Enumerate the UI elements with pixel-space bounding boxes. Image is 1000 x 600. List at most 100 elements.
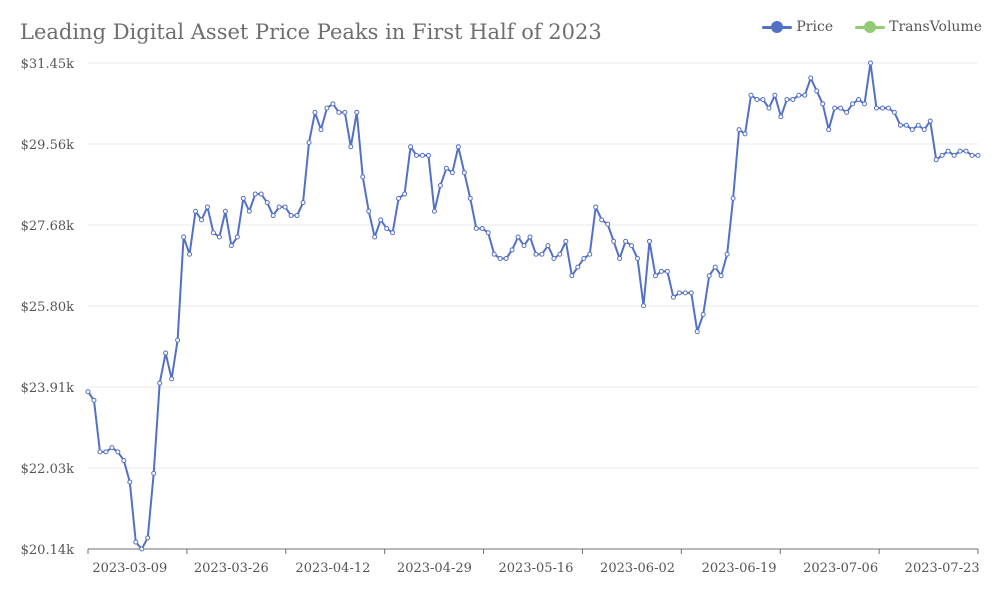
- data-point[interactable]: [897, 122, 903, 128]
- data-point[interactable]: [856, 97, 862, 103]
- data-point[interactable]: [139, 546, 145, 552]
- data-point[interactable]: [408, 144, 414, 150]
- data-point[interactable]: [276, 204, 282, 210]
- data-point[interactable]: [181, 234, 187, 240]
- data-point[interactable]: [396, 195, 402, 201]
- data-point[interactable]: [509, 247, 515, 253]
- data-point[interactable]: [204, 204, 210, 210]
- data-point[interactable]: [742, 131, 748, 137]
- data-point[interactable]: [461, 170, 467, 176]
- data-point[interactable]: [778, 114, 784, 120]
- data-point[interactable]: [730, 195, 736, 201]
- data-point[interactable]: [599, 217, 605, 223]
- data-point[interactable]: [240, 195, 246, 201]
- data-point[interactable]: [617, 256, 623, 262]
- data-point[interactable]: [915, 122, 921, 128]
- data-point[interactable]: [354, 109, 360, 115]
- data-point[interactable]: [485, 230, 491, 236]
- data-point[interactable]: [515, 234, 521, 240]
- data-point[interactable]: [927, 118, 933, 124]
- data-point[interactable]: [754, 97, 760, 103]
- data-point[interactable]: [366, 208, 372, 214]
- data-point[interactable]: [282, 204, 288, 210]
- data-point[interactable]: [390, 230, 396, 236]
- data-point[interactable]: [121, 457, 127, 463]
- data-point[interactable]: [700, 311, 706, 317]
- data-point[interactable]: [419, 152, 425, 158]
- data-point[interactable]: [402, 191, 408, 197]
- data-point[interactable]: [957, 148, 963, 154]
- data-point[interactable]: [449, 170, 455, 176]
- data-point[interactable]: [808, 75, 814, 81]
- data-point[interactable]: [497, 256, 503, 262]
- data-point[interactable]: [467, 195, 473, 201]
- data-point[interactable]: [527, 234, 533, 240]
- data-point[interactable]: [342, 109, 348, 115]
- data-point[interactable]: [802, 92, 808, 98]
- data-point[interactable]: [838, 105, 844, 111]
- data-point[interactable]: [336, 109, 342, 115]
- data-point[interactable]: [228, 243, 234, 249]
- data-point[interactable]: [867, 60, 873, 66]
- data-point[interactable]: [688, 290, 694, 296]
- data-point[interactable]: [557, 251, 563, 257]
- data-point[interactable]: [933, 157, 939, 163]
- data-point[interactable]: [157, 380, 163, 386]
- data-point[interactable]: [145, 535, 151, 541]
- data-point[interactable]: [193, 208, 199, 214]
- data-point[interactable]: [109, 445, 115, 451]
- data-point[interactable]: [246, 208, 252, 214]
- data-point[interactable]: [706, 273, 712, 279]
- data-point[interactable]: [551, 256, 557, 262]
- data-point[interactable]: [151, 470, 157, 476]
- data-point[interactable]: [270, 213, 276, 219]
- data-point[interactable]: [103, 449, 109, 455]
- data-point[interactable]: [605, 221, 611, 227]
- data-point[interactable]: [521, 243, 527, 249]
- data-point[interactable]: [378, 217, 384, 223]
- data-point[interactable]: [569, 273, 575, 279]
- data-point[interactable]: [539, 251, 545, 257]
- data-point[interactable]: [969, 152, 975, 158]
- data-point[interactable]: [676, 290, 682, 296]
- data-point[interactable]: [862, 101, 868, 107]
- data-point[interactable]: [909, 127, 915, 133]
- data-point[interactable]: [198, 217, 204, 223]
- data-point[interactable]: [790, 97, 796, 103]
- data-point[interactable]: [312, 109, 318, 115]
- data-point[interactable]: [814, 88, 820, 94]
- data-point[interactable]: [222, 208, 228, 214]
- data-point[interactable]: [252, 191, 258, 197]
- data-point[interactable]: [796, 92, 802, 98]
- data-point[interactable]: [652, 273, 658, 279]
- data-point[interactable]: [115, 449, 121, 455]
- data-point[interactable]: [127, 479, 133, 485]
- data-point[interactable]: [545, 243, 551, 249]
- data-point[interactable]: [760, 97, 766, 103]
- data-point[interactable]: [903, 122, 909, 128]
- data-point[interactable]: [318, 127, 324, 133]
- data-point[interactable]: [975, 152, 981, 158]
- data-point[interactable]: [533, 251, 539, 257]
- data-point[interactable]: [670, 294, 676, 300]
- data-point[interactable]: [891, 109, 897, 115]
- data-point[interactable]: [939, 152, 945, 158]
- data-point[interactable]: [718, 273, 724, 279]
- data-point[interactable]: [264, 200, 270, 206]
- data-point[interactable]: [414, 152, 420, 158]
- data-point[interactable]: [437, 182, 443, 188]
- data-point[interactable]: [360, 174, 366, 180]
- data-point[interactable]: [455, 144, 461, 150]
- data-point[interactable]: [748, 92, 754, 98]
- data-point[interactable]: [772, 92, 778, 98]
- data-point[interactable]: [85, 389, 91, 395]
- data-point[interactable]: [844, 109, 850, 115]
- data-point[interactable]: [384, 225, 390, 231]
- data-point[interactable]: [850, 101, 856, 107]
- data-point[interactable]: [425, 152, 431, 158]
- data-point[interactable]: [635, 256, 641, 262]
- data-point[interactable]: [646, 238, 652, 244]
- data-point[interactable]: [784, 97, 790, 103]
- data-point[interactable]: [873, 105, 879, 111]
- data-point[interactable]: [169, 376, 175, 382]
